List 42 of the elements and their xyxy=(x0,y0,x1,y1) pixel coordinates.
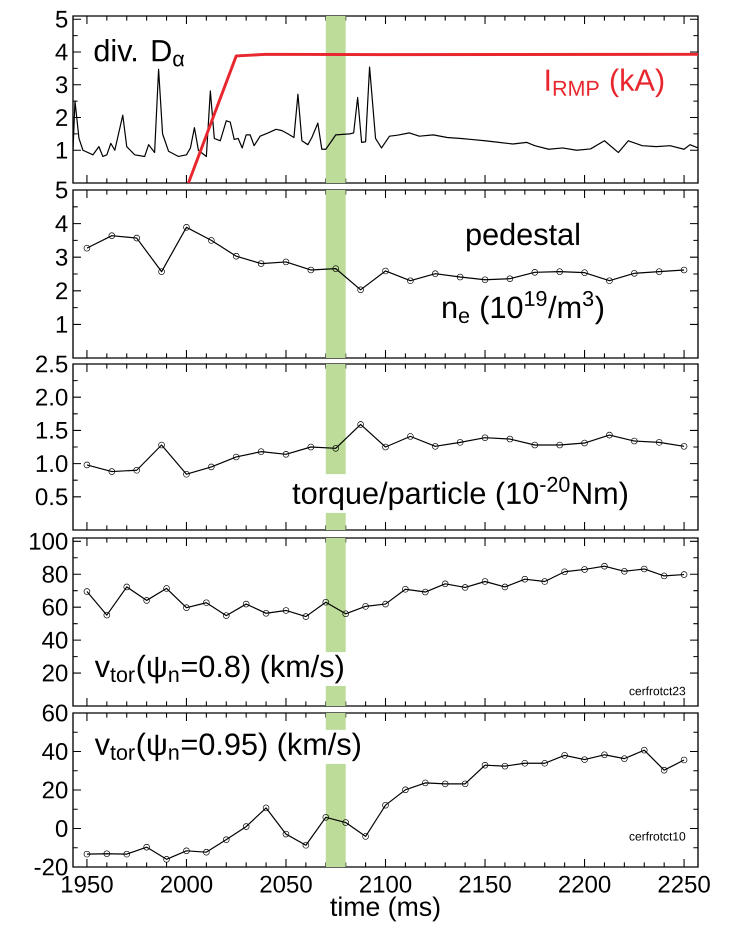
annotation: v$_{tor}$(ψ$_{n}$=0.95) (km/s) xyxy=(94,732,360,762)
y-tick-label: 5 xyxy=(56,182,68,198)
y-tick-label: 1 xyxy=(56,316,68,333)
x-axis-title: time (ms) xyxy=(330,896,440,922)
x-tick-label: 2250 xyxy=(658,876,710,893)
y-tick-label: 0.5 xyxy=(36,488,68,506)
y-tick-label: 20 xyxy=(42,781,68,798)
x-tick-label: 2200 xyxy=(559,876,610,893)
y-tick-label: 1.0 xyxy=(36,455,68,472)
y-tick-label: 5 xyxy=(56,10,68,28)
y-tick-label: 20 xyxy=(42,664,68,682)
y-tick-label: 4 xyxy=(55,215,68,232)
annotation: cerfrotct10 xyxy=(630,832,686,841)
series-label: I$_{RMP}$ (kA) xyxy=(546,68,664,98)
y-tick-label: 0 xyxy=(56,820,68,837)
annotation: torque/particle (10$^{-20}$Nm) xyxy=(292,476,627,510)
x-tick-label: 1950 xyxy=(62,876,113,893)
y-tick-label: 1 xyxy=(56,142,68,159)
y-tick-label: 2.5 xyxy=(36,355,68,372)
y-tick-label: 4 xyxy=(55,44,68,60)
y-tick-label: 40 xyxy=(42,743,68,760)
annotation: n$_{e}$ (10$^{19}$/m$^{3}$) xyxy=(443,290,604,324)
x-tick-label: 2050 xyxy=(260,876,312,893)
x-tick-label: 2100 xyxy=(360,876,412,893)
y-tick-label: 60 xyxy=(42,598,68,616)
y-tick-label: 40 xyxy=(42,632,68,649)
annotation: v$_{tor}$(ψ$_{n}$=0.8) (km/s) xyxy=(94,654,343,684)
y-tick-label: 100 xyxy=(30,532,68,550)
y-tick-label: 60 xyxy=(42,704,68,722)
y-tick-label: 3 xyxy=(56,76,68,94)
x-tick-label: 2150 xyxy=(460,876,511,893)
y-tick-label: 1.5 xyxy=(36,422,68,439)
y-tick-label: 2 xyxy=(56,109,68,126)
y-tick-label: 2.0 xyxy=(36,388,68,406)
y-tick-label: 80 xyxy=(42,566,68,583)
y-tick-label: -20 xyxy=(34,858,68,876)
y-tick-label: 3 xyxy=(56,248,68,266)
annotation: cerfrotct23 xyxy=(630,686,686,696)
legend-label: div. D$_{α}$ xyxy=(94,39,184,66)
y-tick-label: 2 xyxy=(56,282,68,300)
x-tick-label: 2000 xyxy=(160,876,212,893)
annotation: pedestal xyxy=(467,222,579,252)
